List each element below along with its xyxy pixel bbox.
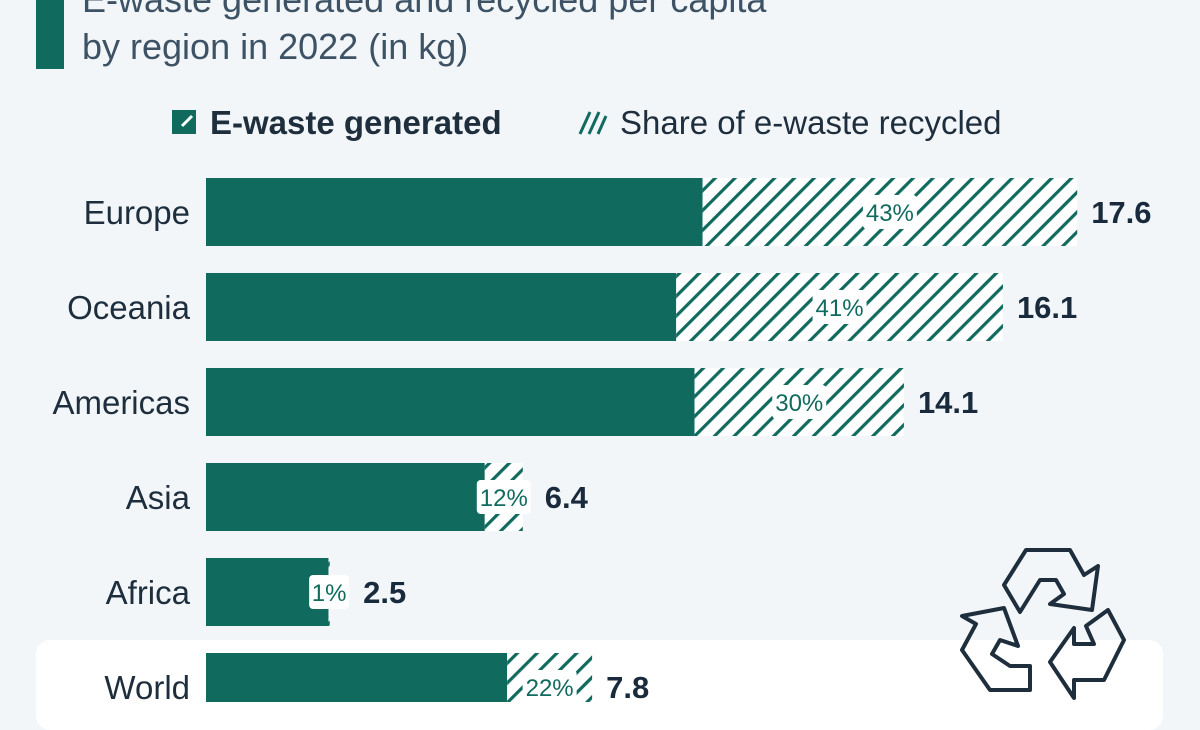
pct-label-box-europe: [862, 195, 917, 229]
value-label-americas: 14.1: [918, 385, 978, 420]
pct-label-oceania: 41%: [816, 295, 864, 322]
pct-label-americas: 30%: [775, 390, 823, 417]
pct-label-box-asia: [476, 480, 531, 514]
chart-title-line-1: E-waste generated and recycled per capit…: [82, 0, 1082, 23]
value-label-asia: 6.4: [545, 480, 589, 515]
value-label-africa: 2.5: [363, 575, 406, 610]
bars-group: Europe 43% 17.6 Oceania 41% 16.1 Americas 30% 14…: [52, 178, 1152, 702]
category-label-europe: Europe: [84, 194, 190, 231]
pct-label-box-oceania: [812, 290, 867, 324]
value-label-oceania: 16.1: [1017, 290, 1077, 325]
category-label-africa: Africa: [106, 574, 191, 611]
pct-label-africa: 1%: [312, 580, 347, 607]
bar-generated-world: [206, 653, 508, 702]
category-label-world: World: [104, 669, 190, 702]
value-label-world: 7.8: [606, 670, 649, 702]
category-label-oceania: Oceania: [67, 289, 191, 326]
pct-label-box-africa: [309, 575, 350, 609]
pct-label-europe: 43%: [866, 200, 914, 227]
bar-chart: E-waste generated Share of e-waste recyc…: [52, 104, 1152, 702]
chart-title-line-2: by region in 2022 (in kg): [82, 26, 469, 67]
recycle-icon: [960, 548, 1126, 700]
pct-label-world: 22%: [526, 675, 574, 702]
bar-generated-oceania: [206, 273, 677, 341]
bar-generated-asia: [206, 463, 485, 531]
pct-label-asia: 12%: [480, 485, 528, 512]
legend: E-waste generated Share of e-waste recyc…: [172, 104, 1002, 141]
bar-generated-americas: [206, 368, 695, 436]
title-accent-bar: [36, 0, 64, 69]
bar-generated-africa: [206, 558, 329, 626]
chart-title: E-waste generated and recycled per capit…: [82, 0, 1082, 70]
category-label-americas: Americas: [52, 384, 190, 421]
pct-label-box-world: [522, 670, 577, 702]
pct-label-box-americas: [772, 385, 827, 419]
legend-generated-label: E-waste generated: [210, 104, 502, 141]
category-label-asia: Asia: [126, 479, 191, 516]
bar-generated-europe: [206, 178, 703, 246]
value-label-europe: 17.6: [1091, 195, 1151, 230]
legend-recycled-label: Share of e-waste recycled: [620, 104, 1002, 141]
legend-recycled-swatch: [578, 111, 608, 135]
